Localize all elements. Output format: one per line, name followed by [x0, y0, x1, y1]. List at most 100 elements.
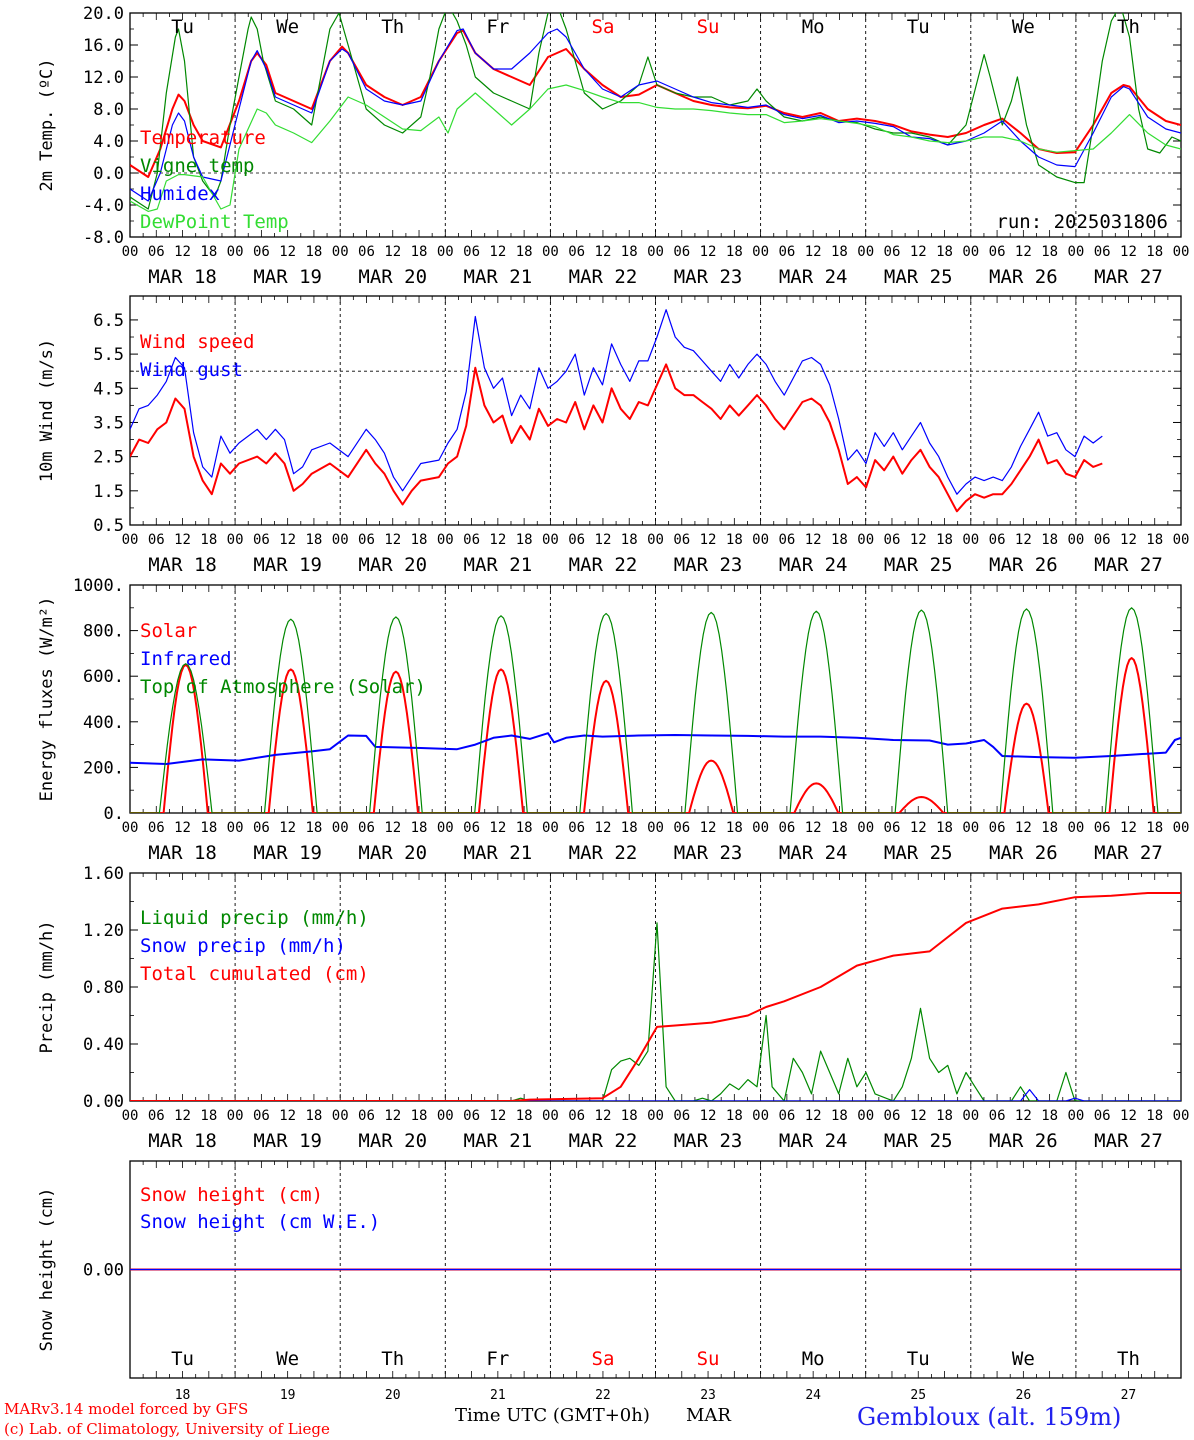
y-tick-label: 600.	[83, 667, 124, 687]
hour-label: 00	[752, 1108, 769, 1124]
y-tick-label: 0.5	[93, 516, 124, 536]
weekday-label-bottom: Mo	[802, 1348, 825, 1370]
date-label: MAR 23	[674, 1130, 743, 1152]
hour-label: 12	[489, 244, 506, 260]
y-tick-label: 0.40	[83, 1035, 124, 1055]
legend-item: Liquid precip (mm/h)	[140, 907, 369, 929]
hour-label: 06	[463, 820, 480, 836]
hour-label: 00	[857, 532, 874, 548]
hour-label: 18	[621, 820, 638, 836]
hour-label: 00	[752, 244, 769, 260]
weekday-label-top: Mo	[802, 16, 825, 38]
hour-label: 12	[489, 1108, 506, 1124]
legend-item: Snow precip (mm/h)	[140, 935, 346, 957]
series-line-vigne-temp	[130, 13, 1181, 210]
weekday-label-top: Th	[1117, 16, 1140, 38]
hour-label: 06	[568, 244, 585, 260]
weekday-label-bottom: Su	[697, 1348, 720, 1370]
weekday-label-bottom: Sa	[592, 1348, 615, 1370]
y-tick-label: 0.0	[93, 164, 124, 184]
hour-label: 18	[831, 244, 848, 260]
hour-label: 00	[962, 1108, 979, 1124]
hour-label: 06	[673, 1108, 690, 1124]
y-axis-label: Snow height (cm)	[37, 1188, 57, 1352]
hour-label: 06	[463, 1108, 480, 1124]
hour-label: 12	[700, 820, 717, 836]
hour-label: 06	[463, 244, 480, 260]
hour-label: 06	[989, 244, 1006, 260]
hour-label: 18	[831, 820, 848, 836]
date-label: MAR 27	[1094, 842, 1163, 864]
hour-label: 18	[726, 244, 743, 260]
hour-label: 00	[962, 820, 979, 836]
hour-label: 18	[411, 532, 428, 548]
y-tick-label: 2.5	[93, 448, 124, 468]
hour-label: 18	[305, 532, 322, 548]
date-label: MAR 22	[569, 1130, 638, 1152]
hour-label: 06	[358, 820, 375, 836]
hour-label: 00	[752, 532, 769, 548]
hour-label: 12	[174, 1108, 191, 1124]
hour-label: 06	[568, 820, 585, 836]
series-line-snow-precip-mm-h-	[130, 1089, 1181, 1101]
date-label: MAR 20	[358, 1130, 427, 1152]
day-number: 24	[805, 1388, 821, 1403]
hour-label: 12	[595, 244, 612, 260]
legend-item: Humidex	[140, 183, 220, 205]
hour-label: 06	[673, 532, 690, 548]
legend-item: Snow height (cm W.E.)	[140, 1211, 380, 1233]
series-group	[130, 309, 1103, 513]
hour-label: 18	[516, 532, 533, 548]
hour-label: 12	[384, 244, 401, 260]
hour-label: 18	[1146, 1108, 1163, 1124]
hour-label: 18	[1041, 532, 1058, 548]
hour-label: 06	[778, 244, 795, 260]
day-number: 27	[1121, 1388, 1137, 1403]
hour-label: 18	[411, 1108, 428, 1124]
date-label: MAR 26	[989, 554, 1058, 576]
hour-label: 00	[332, 820, 349, 836]
weekday-label-bottom: We	[1012, 1348, 1035, 1370]
weekday-label-bottom: Fr	[486, 1348, 509, 1370]
hour-label: 18	[305, 1108, 322, 1124]
hour-label: 00	[647, 1108, 664, 1124]
day-number: 20	[385, 1388, 401, 1403]
series-line-top-of-atmosphere-solar-	[130, 607, 1181, 813]
date-label: MAR 21	[464, 1130, 533, 1152]
hour-label: 06	[148, 532, 165, 548]
hour-label: 06	[673, 244, 690, 260]
hour-label: 06	[1094, 820, 1111, 836]
y-tick-label: -8.0	[83, 228, 124, 248]
hour-label: 12	[700, 532, 717, 548]
hour-label: 06	[884, 244, 901, 260]
hour-label: 00	[962, 244, 979, 260]
hour-label: 06	[884, 532, 901, 548]
panel-wind: 0.5 1.5 2.5 3.5 4.5 5.5 6.5 10m Wind (m/s) 00 06 1…	[37, 295, 1189, 576]
y-tick-label: 20.0	[83, 4, 124, 24]
hour-label: 12	[595, 532, 612, 548]
hour-label: 06	[358, 532, 375, 548]
date-label: MAR 20	[358, 842, 427, 864]
y-tick-label: 4.0	[93, 132, 124, 152]
date-label: MAR 24	[779, 1130, 848, 1152]
hour-label: 06	[148, 820, 165, 836]
date-label: MAR 25	[884, 1130, 953, 1152]
hour-label: 06	[568, 1108, 585, 1124]
hour-label: 12	[595, 1108, 612, 1124]
hour-label: 06	[148, 244, 165, 260]
y-tick-label: 800.	[83, 622, 124, 642]
date-label: MAR 20	[358, 266, 427, 288]
hour-label: 12	[1015, 1108, 1032, 1124]
hour-label: 18	[200, 244, 217, 260]
hour-label: 12	[805, 244, 822, 260]
hour-label: 06	[253, 244, 270, 260]
hour-label: 12	[174, 244, 191, 260]
hour-label: 06	[1094, 532, 1111, 548]
hour-label: 06	[568, 532, 585, 548]
hour-label: 06	[778, 1108, 795, 1124]
date-label: MAR 27	[1094, 1130, 1163, 1152]
date-label: MAR 18	[148, 842, 217, 864]
date-label: MAR 19	[253, 1130, 322, 1152]
legend-item: Vigne temp	[140, 155, 254, 177]
hour-label: 00	[542, 532, 559, 548]
